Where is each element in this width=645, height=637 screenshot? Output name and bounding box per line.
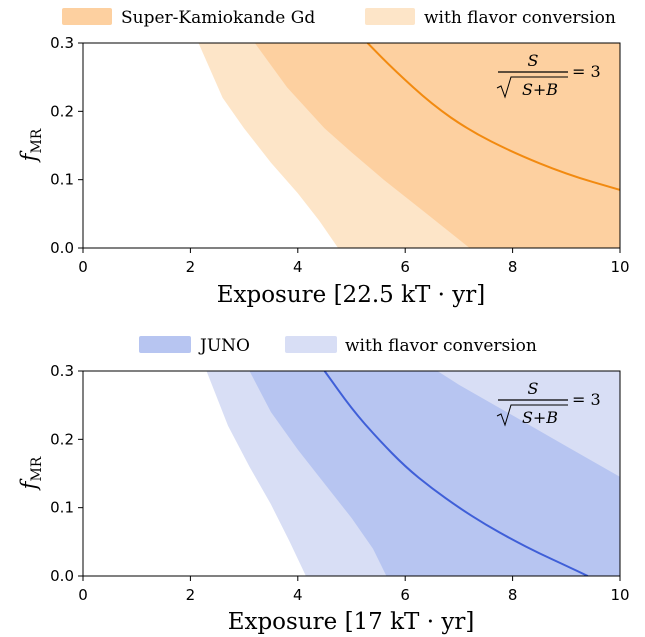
annotation-denominator: S+B (522, 80, 558, 99)
y-ticks: 0.0 0.1 0.2 0.3 (50, 362, 83, 585)
y-tick-label: 0.2 (50, 102, 74, 120)
legend: Super-Kamiokande Gd with flavor conversi… (62, 8, 616, 28)
annotation-numerator: S (528, 51, 539, 70)
x-tick-label: 10 (610, 258, 629, 276)
x-tick-label: 6 (400, 258, 410, 276)
annotation-numerator: S (528, 379, 539, 398)
annotation-rhs: = 3 (572, 390, 601, 409)
x-tick-label: 10 (610, 586, 629, 604)
legend-swatch-1 (285, 336, 337, 353)
axes-frame (82, 42, 621, 249)
threshold-curve (366, 43, 620, 191)
plot-area (206, 371, 620, 576)
x-ticks: 0 2 4 6 8 10 (78, 576, 630, 604)
annotation-denominator: S+B (522, 408, 558, 427)
annotation-sqrt-sign (496, 76, 568, 99)
y-tick-label: 0.2 (50, 430, 74, 448)
x-tick-label: 8 (508, 586, 518, 604)
legend: JUNO with flavor conversion (139, 336, 537, 356)
legend-swatch-0 (139, 336, 191, 353)
plot-area (198, 43, 620, 248)
x-tick-label: 2 (186, 586, 196, 604)
panel-juno: JUNO with flavor conversion 0 2 4 6 8 10 0.00… (17, 336, 630, 635)
legend-label-0: Super-Kamiokande Gd (121, 8, 315, 28)
legend-swatch-1 (365, 8, 415, 25)
x-tick-label: 4 (293, 258, 303, 276)
threshold-curve (323, 371, 589, 576)
panel-superk: Super-Kamiokande Gd with flavor conversi… (17, 8, 630, 308)
y-tick-label: 0.0 (50, 567, 74, 585)
y-tick-label: 0.3 (50, 362, 74, 380)
legend-label-0: JUNO (198, 336, 250, 356)
legend-label-1: with flavor conversion (345, 336, 537, 356)
annotation-rhs: = 3 (572, 62, 601, 81)
snr-annotation: S S+B = 3 (496, 379, 601, 427)
snr-annotation: S S+B = 3 (496, 51, 601, 99)
y-axis-label: fMR (17, 128, 45, 163)
y-tick-label: 0.3 (50, 34, 74, 52)
y-tick-label: 0.0 (50, 239, 74, 257)
annotation-sqrt-sign (496, 404, 568, 427)
x-axis-label: Exposure [22.5 kT · yr] (217, 282, 486, 308)
x-tick-label: 0 (78, 586, 88, 604)
x-tick-label: 8 (508, 258, 518, 276)
y-tick-label: 0.1 (50, 499, 74, 517)
band-main (254, 43, 620, 248)
x-ticks: 0 2 4 6 8 10 (78, 248, 630, 276)
x-axis-label: Exposure [17 kT · yr] (228, 609, 475, 635)
x-tick-label: 0 (78, 258, 88, 276)
y-ticks: 0.0 0.1 0.2 0.3 (50, 34, 83, 257)
legend-swatch-0 (62, 8, 112, 25)
legend-label-1: with flavor conversion (424, 8, 616, 28)
axes-frame (82, 370, 621, 577)
y-tick-label: 0.1 (50, 171, 74, 189)
x-tick-label: 4 (293, 586, 303, 604)
band-main (249, 371, 620, 576)
y-axis-label: fMR (17, 456, 45, 491)
x-tick-label: 6 (400, 586, 410, 604)
x-tick-label: 2 (186, 258, 196, 276)
